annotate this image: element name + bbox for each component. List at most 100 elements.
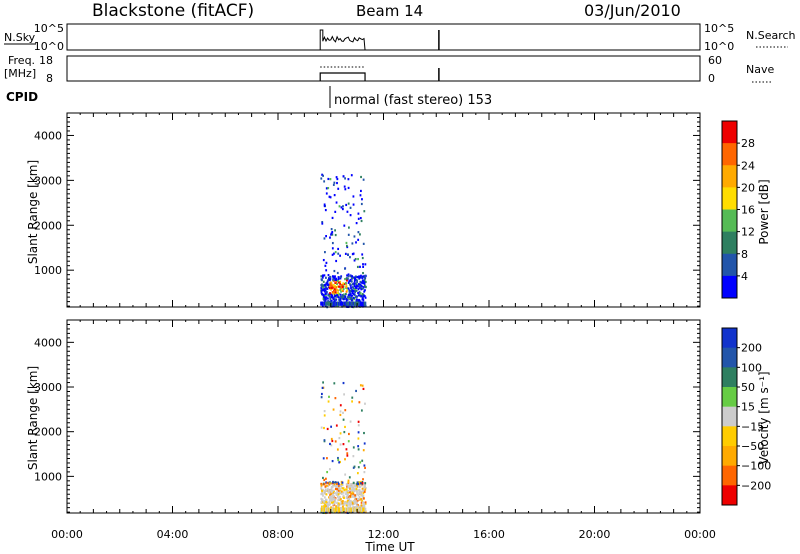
data-cell (343, 430, 346, 434)
data-cell (328, 286, 331, 290)
data-cell (350, 482, 352, 486)
data-cell (343, 293, 345, 296)
data-cell (357, 498, 359, 501)
data-cell (335, 201, 338, 204)
data-cell (357, 424, 360, 427)
colorbar-tick-label: −200 (741, 479, 771, 492)
data-cell (325, 489, 328, 492)
data-cell (354, 275, 357, 279)
data-cell (327, 274, 330, 277)
data-cell (344, 177, 346, 180)
data-cell (337, 502, 340, 505)
data-cell (325, 235, 328, 238)
data-cell (331, 216, 334, 220)
colorbar-tick-label: 8 (741, 248, 748, 261)
data-cell (335, 280, 338, 284)
x-tick-label: 20:00 (579, 528, 611, 541)
data-cell (361, 459, 364, 462)
data-cell (322, 174, 324, 177)
data-cell (336, 504, 339, 507)
freq-trace (319, 66, 440, 81)
colorbar-tick-label: 200 (741, 342, 762, 355)
data-cell (355, 241, 357, 244)
data-cell (337, 277, 340, 281)
data-cell (349, 500, 352, 503)
data-cell (346, 500, 349, 503)
data-cell (342, 287, 345, 291)
y-tick-label: 2000 (34, 219, 62, 232)
data-cell (339, 443, 342, 446)
data-cell (333, 276, 336, 280)
data-cell (350, 174, 353, 177)
data-cell (320, 177, 323, 180)
data-cell (324, 264, 327, 267)
data-cell (347, 479, 350, 482)
data-cell (351, 396, 354, 399)
data-cell (333, 484, 336, 487)
data-cell (364, 482, 367, 485)
data-cell (339, 295, 342, 299)
data-cell (345, 448, 348, 451)
data-cell (357, 489, 359, 492)
data-cell (327, 293, 330, 296)
data-cell (333, 492, 336, 495)
data-cell (335, 259, 338, 263)
data-cell (364, 402, 366, 405)
data-cell (323, 496, 326, 499)
data-cell (328, 195, 331, 198)
data-cell (351, 502, 354, 505)
cpid-text: normal (fast stereo) 153 (334, 93, 492, 108)
data-cell (344, 425, 346, 429)
data-cell (335, 505, 338, 508)
data-cell (352, 505, 355, 508)
data-cell (353, 280, 356, 283)
data-cell (336, 501, 338, 504)
data-cell (363, 295, 366, 298)
colorbar-segment (722, 446, 737, 467)
data-cell (337, 296, 340, 299)
data-cell (325, 498, 328, 502)
data-cell (342, 381, 345, 385)
data-cell (339, 413, 342, 417)
data-cell (353, 500, 356, 504)
data-cell (361, 384, 364, 387)
data-cell (323, 483, 326, 486)
data-cell (331, 497, 334, 500)
data-cell (333, 382, 336, 385)
data-cell (339, 288, 342, 291)
data-cell (349, 485, 352, 488)
x-tick-label: 04:00 (157, 528, 189, 541)
data-cell (325, 484, 328, 487)
power-colorbar: 4 8 12 16 20 24 28 (721, 120, 755, 299)
data-cell (322, 500, 325, 503)
data-cell (338, 497, 341, 500)
data-cell (353, 293, 356, 296)
data-cell (355, 283, 358, 286)
data-cell (364, 286, 367, 289)
data-cell (323, 409, 326, 413)
data-cell (363, 282, 366, 285)
data-cell (337, 252, 340, 255)
data-cell (364, 276, 367, 279)
data-cell (358, 299, 361, 302)
data-cell (342, 487, 345, 490)
data-cell (341, 285, 344, 289)
data-cell (355, 501, 358, 504)
data-cell (333, 481, 335, 485)
data-cell (341, 294, 344, 297)
data-cell (355, 498, 358, 501)
data-cell (321, 222, 324, 225)
data-cell (362, 478, 364, 481)
data-cell (346, 505, 349, 508)
data-cell (339, 460, 342, 464)
data-cell (359, 286, 362, 289)
data-cell (351, 253, 354, 256)
data-cell (351, 511, 354, 514)
beam-title: Beam 14 (356, 2, 423, 20)
data-cell (325, 297, 327, 301)
data-cell (334, 289, 337, 292)
data-cell (346, 502, 349, 505)
data-cell (327, 283, 330, 286)
data-cell (324, 286, 327, 289)
data-cell (326, 481, 329, 485)
